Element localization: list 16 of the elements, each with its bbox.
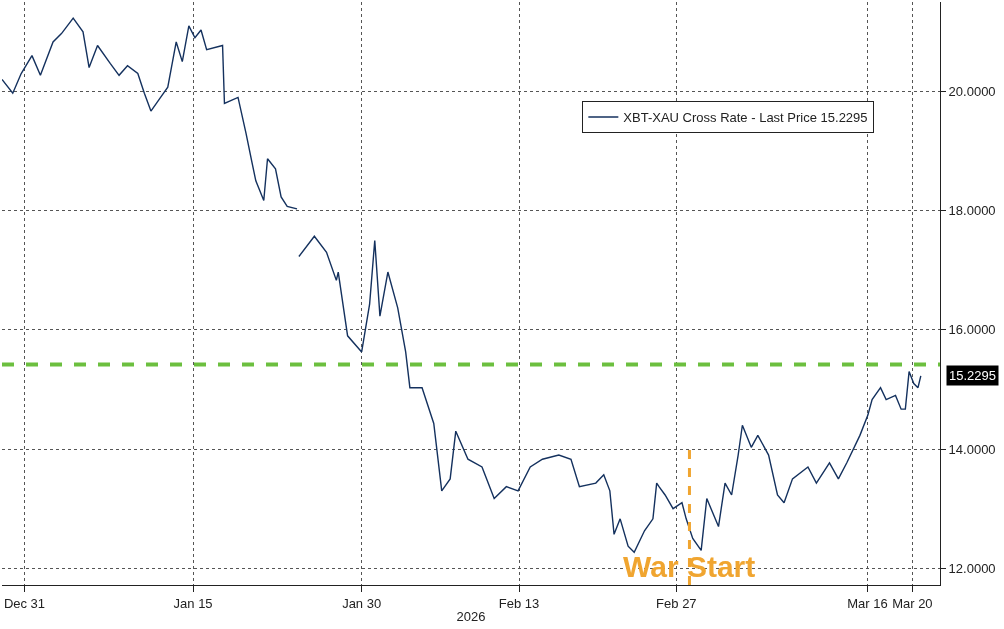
- x-tick-label: Feb 27: [656, 595, 697, 611]
- x-tick-label: Dec 31: [3, 595, 46, 611]
- x-tick-label: Feb 13: [498, 595, 540, 611]
- y-tick-label: 16.0000: [948, 322, 996, 338]
- y-tick-label: 12.0000: [948, 560, 996, 576]
- ref-line-label: War Start: [623, 550, 756, 583]
- x-tick-label: Jan 30: [342, 595, 382, 611]
- x-tick-label: Mar 20: [892, 595, 933, 611]
- y-tick-label: 18.0000: [948, 203, 996, 219]
- x-tick-label: Mar 16: [847, 595, 888, 611]
- annotation: 15.2295: [949, 368, 996, 383]
- x-axis-title: 2026: [456, 609, 486, 625]
- x-tick-label: Jan 15: [173, 595, 213, 611]
- legend-label: XBT-XAU Cross Rate - Last Price 15.2295: [623, 110, 868, 126]
- y-tick-label: 14.0000: [948, 441, 996, 457]
- y-tick-label: 20.0000: [948, 83, 996, 99]
